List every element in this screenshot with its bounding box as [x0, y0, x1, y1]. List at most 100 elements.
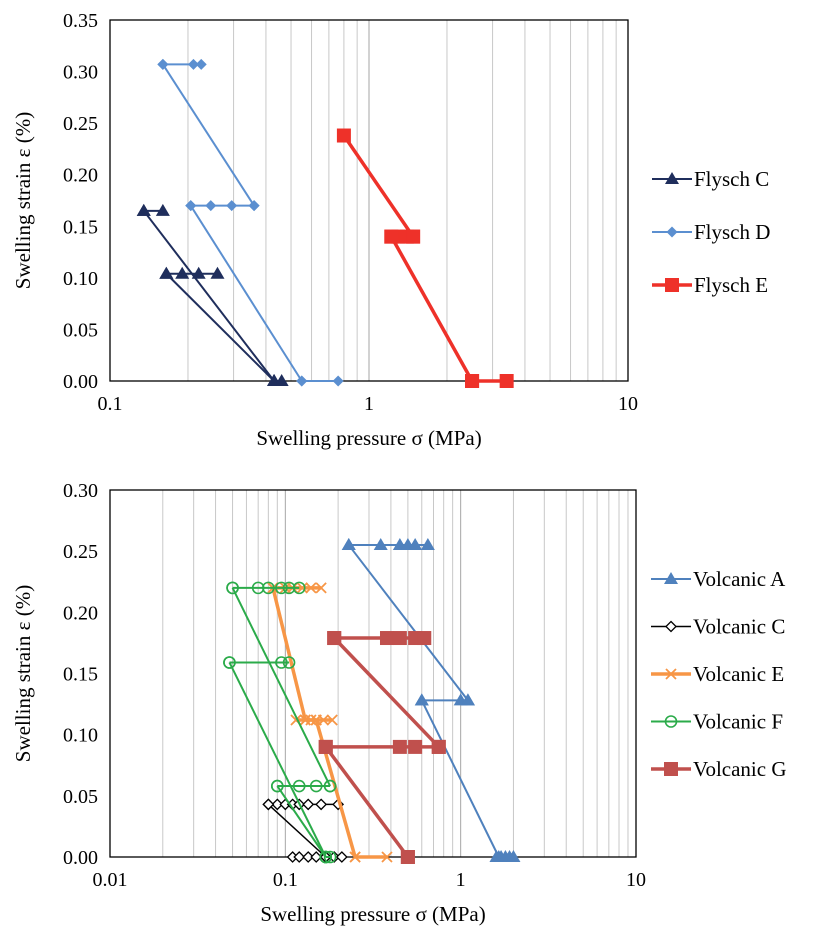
- data-point: [373, 538, 388, 551]
- legend-marker: [665, 620, 677, 633]
- data-point: [379, 631, 394, 646]
- y-tick-label: 0.25: [63, 541, 98, 563]
- legend-label: Volcanic F: [693, 710, 783, 734]
- series-line: [142, 210, 275, 382]
- legend-marker: [666, 226, 678, 238]
- y-tick-label: 0.05: [63, 786, 98, 808]
- data-point: [319, 850, 333, 864]
- data-point: [400, 850, 415, 864]
- legend-marker: [665, 668, 677, 680]
- y-tick-label: 0.15: [63, 664, 98, 686]
- data-point: [336, 128, 351, 143]
- y-tick-label: 0.10: [63, 268, 98, 290]
- legend-label: Flysch C: [694, 167, 769, 191]
- x-tick-label: 0.01: [93, 869, 128, 891]
- data-point: [460, 693, 475, 706]
- legend-item-volcanic-e: Volcanic E: [651, 662, 784, 686]
- legend-marker: [664, 572, 678, 584]
- y-tick-label: 0.30: [63, 62, 98, 84]
- data-point: [296, 582, 308, 594]
- legend-item-volcanic-a: Volcanic A: [651, 567, 786, 591]
- legend-item-flysch-e: Flysch E: [652, 273, 768, 297]
- data-point: [159, 266, 174, 279]
- legend-marker: [664, 762, 678, 776]
- series-line: [228, 662, 327, 858]
- data-point: [155, 203, 170, 216]
- series-line: [162, 63, 255, 207]
- x-tick-label: 0.1: [98, 393, 123, 415]
- x-tick-label: 1: [456, 869, 466, 891]
- data-point: [292, 581, 306, 595]
- series-line: [276, 785, 327, 858]
- data-point: [296, 375, 308, 387]
- series-line: [189, 205, 303, 382]
- y-tick-label: 0.35: [63, 10, 98, 32]
- series-flysch-c: [136, 203, 289, 386]
- data-point: [195, 58, 207, 70]
- data-point: [332, 375, 344, 387]
- data-point: [275, 656, 288, 669]
- y-axis-label: Swelling strain ε (%): [11, 112, 35, 289]
- x-tick-label: 1: [364, 393, 374, 415]
- data-point: [136, 203, 151, 216]
- data-point: [226, 581, 239, 595]
- y-tick-label: 0.00: [63, 371, 98, 393]
- data-point: [392, 631, 407, 646]
- legend-item-flysch-c: Flysch C: [652, 167, 769, 191]
- legend-item-volcanic-c: Volcanic C: [651, 615, 785, 639]
- data-point: [335, 851, 348, 863]
- data-point: [406, 229, 421, 244]
- series-flysch-d: [157, 58, 344, 387]
- series-line: [324, 745, 410, 859]
- data-point: [408, 739, 423, 754]
- data-point: [326, 714, 338, 726]
- data-point: [341, 538, 356, 551]
- data-point: [282, 656, 296, 669]
- data-point: [431, 739, 446, 754]
- y-tick-label: 0.30: [63, 480, 98, 502]
- x-tick-label: 0.1: [273, 869, 298, 891]
- legend-marker: [665, 278, 679, 292]
- legend-label: Volcanic G: [693, 757, 787, 781]
- series-flysch-e: [336, 128, 514, 388]
- data-point: [506, 850, 521, 862]
- series-line: [165, 273, 275, 382]
- data-point: [226, 200, 238, 212]
- data-point: [302, 851, 315, 863]
- series-line: [231, 587, 331, 787]
- chart-bottom: 0.00 0.05 0.10 0.15 0.20 0.25 0.30 0.01 0.1 1 10 Sw…: [11, 480, 787, 926]
- data-point: [271, 798, 284, 811]
- series-volcanic-g: [318, 631, 446, 864]
- legend-label: Volcanic C: [693, 615, 785, 639]
- data-point: [262, 798, 275, 811]
- series-line: [389, 235, 474, 382]
- x-axis-label: Swelling pressure σ (MPa): [256, 426, 481, 450]
- data-point: [417, 631, 432, 646]
- data-point: [309, 779, 323, 793]
- series-volcanic-a: [341, 538, 521, 862]
- data-point: [248, 200, 260, 212]
- data-point: [420, 538, 435, 551]
- legend-label: Flysch D: [694, 220, 770, 244]
- legend-marker: [665, 172, 679, 184]
- data-point: [275, 581, 288, 595]
- data-point: [465, 374, 480, 388]
- plot-area: [109, 19, 629, 382]
- data-point: [271, 779, 284, 793]
- series-line: [271, 587, 308, 721]
- data-point: [274, 374, 289, 386]
- legend-label: Volcanic E: [693, 662, 784, 686]
- x-tick-label: 10: [618, 393, 638, 415]
- data-point: [205, 200, 217, 212]
- legend-item-volcanic-g: Volcanic G: [651, 757, 787, 781]
- series-volcanic-f: [223, 581, 337, 864]
- data-point: [315, 798, 328, 811]
- y-tick-label: 0.20: [63, 602, 98, 624]
- data-point: [175, 266, 190, 279]
- data-point: [157, 58, 169, 70]
- data-point: [310, 851, 323, 863]
- legend-marker: [664, 715, 678, 728]
- y-tick-label: 0.15: [63, 216, 98, 238]
- legend-item-flysch-d: Flysch D: [652, 220, 770, 244]
- chart-top: 0.00 0.05 0.10 0.15 0.20 0.25 0.30 0.35 0.1 1 10 Sw…: [11, 10, 770, 450]
